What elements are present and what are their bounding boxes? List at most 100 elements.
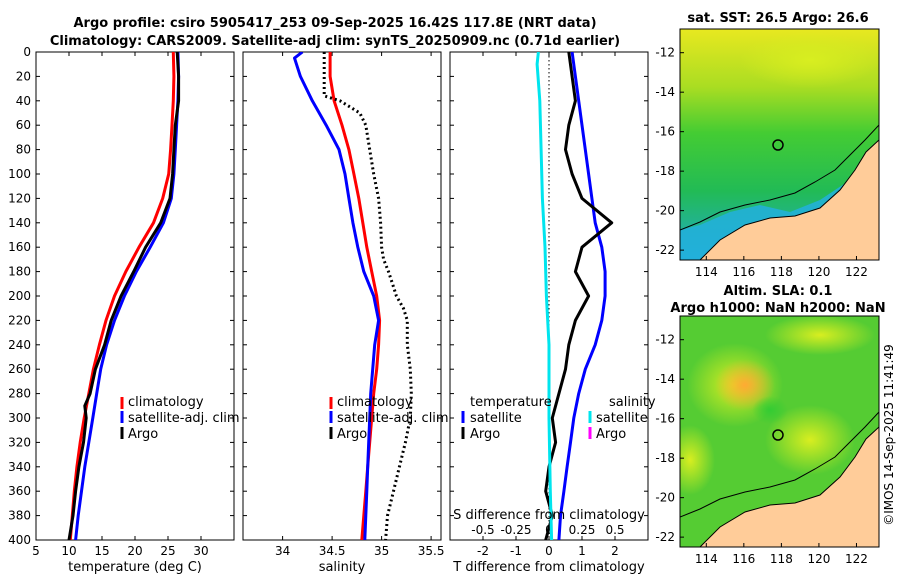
x-tick-label: 25 [160, 544, 175, 558]
series-line-satellite-adj-clim [74, 52, 181, 540]
depth-tick-label: 280 [8, 387, 31, 401]
temperature-tick-labels: 5 10 15 20 25 30 [32, 52, 209, 558]
difference-lines [535, 52, 614, 540]
depth-tick-label: 240 [8, 338, 31, 352]
legend-label-satellite: satellite-adj. clim [128, 411, 240, 426]
coastline [699, 426, 879, 547]
bathymetry-contour [680, 411, 879, 518]
legend-label-argo: Argo [128, 427, 158, 442]
depth-tick-label: 360 [8, 484, 31, 498]
lon-tick-label: 122 [845, 552, 868, 566]
difference-depth-ticks [450, 51, 648, 541]
lat-tick-label: -12 [655, 46, 675, 60]
legend-label-climatology: climatology [337, 395, 413, 410]
s-diff-tick-label: -0.25 [500, 523, 531, 537]
temperature-panel: 0 20 40 60 80 100 120 140 160 180 200 220 240 260 280 3… [8, 45, 240, 575]
x-tick-label: 30 [193, 544, 208, 558]
depth-tick-label: 220 [8, 313, 31, 327]
low-sla-patch [752, 396, 788, 424]
lon-tick-label: 120 [807, 552, 830, 566]
series-line-argo [322, 52, 413, 540]
legend-label-s-argo: Argo [596, 427, 626, 442]
lat-tick-label: -20 [655, 204, 675, 218]
title-line-2: Climatology: CARS2009. Satellite-adj cli… [50, 34, 620, 49]
x-tick-label: -1 [510, 544, 522, 558]
lon-tick-label: 114 [695, 552, 718, 566]
x-tick-label: 15 [94, 544, 109, 558]
series-line-satellite-adj-clim [293, 52, 381, 540]
depth-tick-label: 120 [8, 191, 31, 205]
salinity-tick-labels: 34 34.5 35 35.5 [275, 52, 444, 558]
legend-label-climatology: climatology [128, 395, 204, 410]
sla-map-subtitle: Argo h1000: NaN h2000: NaN [670, 301, 885, 316]
s-diff-tick-label: 0.25 [569, 523, 596, 537]
depth-tick-label: 60 [16, 118, 31, 132]
depth-tick-label: 320 [8, 435, 31, 449]
float-position-marker [772, 429, 784, 441]
temperature-xlabel: temperature (deg C) [68, 560, 202, 575]
x-tick-label: 2 [611, 544, 619, 558]
lon-tick-label: 120 [807, 265, 830, 279]
float-position-marker [772, 139, 784, 151]
s-difference-xlabel: S difference from climatology [453, 508, 645, 523]
lon-tick-label: 114 [695, 265, 718, 279]
depth-tick-label: 140 [8, 216, 31, 230]
lat-tick-label: -18 [655, 164, 675, 178]
x-tick-label: 20 [127, 544, 142, 558]
sla-map-frame [679, 315, 880, 548]
depth-tick-label: 80 [16, 143, 31, 157]
lat-tick-label: -22 [655, 530, 675, 544]
depth-tick-label: 260 [8, 362, 31, 376]
legend-label-argo: Argo [337, 427, 367, 442]
depth-tick-label: 400 [8, 533, 31, 547]
lat-tick-label: -16 [655, 125, 675, 139]
t-difference-xlabel: T difference from climatology [452, 560, 645, 575]
depth-tick-label: 180 [8, 265, 31, 279]
x-tick-label: -2 [477, 544, 489, 558]
legend-label-satellite: satellite-adj. clim [337, 411, 449, 426]
difference-legend: temperature satellite Argo salinity sate… [461, 395, 656, 442]
temperature-lines [67, 52, 181, 540]
sla-map: Altim. SLA: 0.1 Argo h1000: NaN h2000: N… [655, 284, 885, 566]
temperature-legend: climatology satellite-adj. clim Argo [120, 395, 240, 442]
lon-tick-label: 118 [770, 265, 793, 279]
sla-map-title: Altim. SLA: 0.1 [724, 284, 833, 299]
depth-tick-label: 20 [16, 69, 31, 83]
sla-lat-labels: -12 -14 -16 -18 -20 -22 [655, 333, 684, 544]
sst-map-frame [679, 28, 880, 261]
sst-map: sat. SST: 26.5 Argo: 26.6 -12 -14 -16 -18 -2… [655, 11, 880, 279]
high-sla-patch-north [765, 316, 875, 355]
depth-tick-label: 0 [23, 45, 31, 59]
high-sla-patch-south [765, 405, 855, 475]
depth-tick-label: 40 [16, 94, 31, 108]
series-line-climatology [68, 52, 176, 540]
sst-map-field [680, 29, 879, 260]
salinity-depth-ticks [243, 51, 441, 541]
sst-map-title: sat. SST: 26.5 Argo: 26.6 [687, 11, 868, 26]
sla-map-field [680, 316, 879, 547]
x-tick-label: 0 [545, 544, 553, 558]
salinity-lines [293, 52, 413, 540]
series-line-t-satellite [557, 52, 607, 540]
lon-tick-label: 122 [845, 265, 868, 279]
lon-tick-label: 118 [770, 552, 793, 566]
temperature-axes-box [35, 51, 235, 541]
legend-label-t-satellite: satellite [470, 411, 522, 426]
x-tick-label: 10 [61, 544, 76, 558]
salinity-panel: 34 34.5 35 35.5 salinity climatology satell… [242, 51, 449, 575]
depth-tick-label: 200 [8, 289, 31, 303]
lat-tick-label: -14 [655, 372, 675, 386]
coastline [699, 139, 879, 260]
lat-tick-label: -16 [655, 412, 675, 426]
warm-sst-patch [740, 32, 879, 88]
series-line-argo [67, 52, 181, 540]
legend-title-temperature: temperature [470, 395, 552, 410]
salinity-legend: climatology satellite-adj. clim Argo [329, 395, 449, 442]
x-tick-label: 35 [374, 544, 389, 558]
legend-label-t-argo: Argo [470, 427, 500, 442]
x-tick-label: 34 [275, 544, 290, 558]
difference-panel: -2 -1 0 1 2 -0.5 -0.25 0 0.25 0.5 T difference f… [449, 51, 656, 575]
salinity-xlabel: salinity [319, 560, 366, 575]
lat-tick-label: -20 [655, 491, 675, 505]
